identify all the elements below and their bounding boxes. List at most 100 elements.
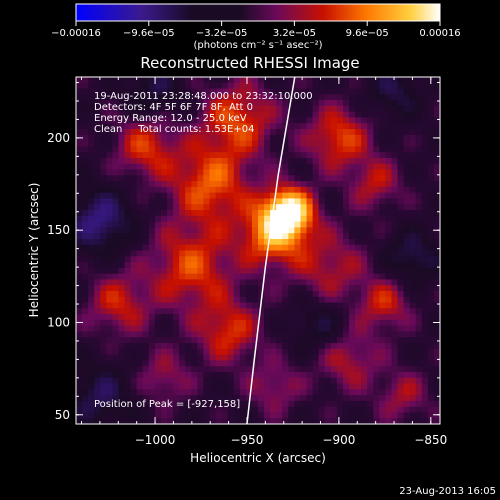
heatmap-cell [415, 354, 423, 361]
heatmap-cell [251, 366, 259, 373]
heatmap-cell [264, 163, 271, 171]
heatmap-cell [233, 256, 241, 263]
heatmap-cell [203, 371, 211, 379]
heatmap-cell [148, 285, 156, 292]
heatmap-cell [239, 395, 247, 402]
heatmap-cell [167, 296, 174, 304]
heatmap-cell [330, 238, 338, 246]
heatmap-cell [349, 198, 356, 205]
heatmap-cell [76, 296, 83, 304]
heatmap-cell [324, 210, 332, 217]
heatmap-cell [118, 377, 126, 385]
heatmap-cell [106, 395, 113, 402]
heatmap-cell [227, 157, 235, 165]
heatmap-cell [361, 221, 368, 228]
heatmap-cell [245, 210, 253, 217]
heatmap-cell [379, 366, 386, 373]
heatmap-cell [160, 146, 168, 153]
heatmap-cell [221, 77, 229, 84]
heatmap-cell [433, 302, 440, 309]
heatmap-cell [288, 140, 295, 147]
heatmap-cell [403, 238, 411, 246]
heatmap-cell [88, 273, 95, 281]
heatmap-cell [330, 181, 338, 188]
heatmap-cell [409, 371, 417, 379]
heatmap-cell [112, 337, 120, 344]
heatmap-cell [306, 77, 314, 84]
heatmap-cell [94, 406, 101, 414]
heatmap-cell [106, 325, 113, 333]
heatmap-cell [349, 325, 356, 333]
heatmap-cell [409, 360, 417, 367]
heatmap-cell [318, 157, 326, 165]
heatmap-cell [415, 337, 423, 344]
heatmap-cell [209, 146, 217, 153]
heatmap-cell [124, 250, 132, 257]
heatmap-cell [197, 366, 204, 373]
heatmap-cell [227, 163, 235, 171]
heatmap-cell [300, 343, 308, 350]
heatmap-cell [136, 331, 144, 338]
heatmap-cell [82, 140, 89, 147]
heatmap-cell [421, 129, 429, 136]
heatmap-cell [306, 233, 314, 240]
heatmap-cell [221, 366, 229, 373]
heatmap-cell [245, 244, 253, 252]
heatmap-cell [270, 105, 277, 113]
heatmap-cell [282, 348, 289, 356]
heatmap-cell [294, 88, 302, 95]
heatmap-cell [336, 117, 344, 124]
heatmap-cell [124, 221, 132, 228]
heatmap-cell [330, 285, 338, 292]
heatmap-cell [342, 325, 350, 333]
heatmap-cell [258, 262, 265, 269]
heatmap-cell [373, 250, 380, 257]
heatmap-cell [276, 256, 283, 263]
heatmap-cell [433, 337, 440, 344]
heatmap-cell [215, 210, 223, 217]
heatmap-cell [324, 233, 332, 240]
heatmap-cell [173, 319, 180, 327]
heatmap-cell [355, 383, 362, 390]
heatmap-cell [209, 389, 217, 396]
heatmap-cell [197, 152, 204, 159]
heatmap-cell [300, 331, 308, 338]
heatmap-cell [167, 157, 174, 165]
heatmap-cell [324, 227, 332, 234]
heatmap-cell [100, 377, 107, 385]
heatmap-cell [167, 343, 174, 350]
heatmap-cell [373, 285, 380, 292]
heatmap-cell [179, 308, 186, 315]
heatmap-cell [124, 418, 132, 424]
heatmap-cell [185, 163, 192, 171]
heatmap-cell [409, 337, 417, 344]
heatmap-cell [191, 210, 198, 217]
heatmap-cell [239, 140, 247, 147]
heatmap-cell [209, 302, 217, 309]
heatmap-cell [209, 337, 217, 344]
heatmap-cell [415, 296, 423, 304]
heatmap-cell [100, 285, 107, 292]
heatmap-cell [148, 123, 156, 130]
heatmap-cell [427, 308, 435, 315]
heatmap-cell [88, 366, 95, 373]
heatmap-cell [415, 262, 423, 269]
heatmap-cell [336, 123, 344, 130]
heatmap-cell [433, 285, 440, 292]
heatmap-cell [197, 198, 204, 205]
heatmap-cell [221, 418, 229, 424]
heatmap-cell [318, 337, 326, 344]
heatmap-cell [421, 117, 429, 124]
heatmap-cell [160, 250, 168, 257]
heatmap-cell [427, 215, 435, 223]
heatmap-cell [82, 412, 89, 419]
heatmap-cell [197, 82, 204, 90]
heatmap-cell [373, 82, 380, 90]
heatmap-cell [312, 331, 320, 338]
heatmap-cell [367, 129, 374, 136]
heatmap-cell [221, 94, 229, 101]
heatmap-cell [185, 82, 192, 90]
heatmap-cell [142, 279, 150, 286]
heatmap-cell [421, 377, 429, 385]
heatmap-cell [112, 111, 120, 119]
